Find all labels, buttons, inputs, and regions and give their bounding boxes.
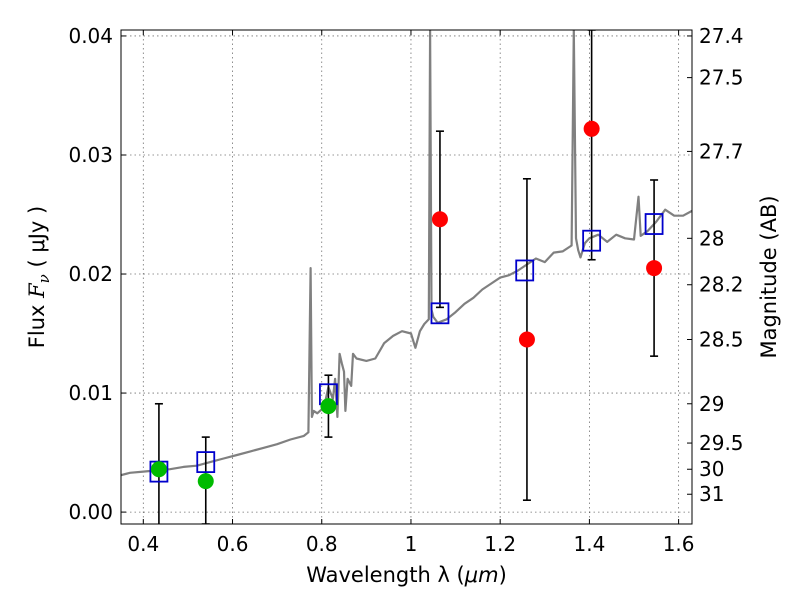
x-tick-label: 0.4 (127, 532, 159, 556)
model-point-square (196, 451, 216, 474)
observed-point-red (431, 211, 448, 228)
grid (121, 30, 692, 524)
observed-point-green (197, 473, 214, 490)
x-tick-label: 0.6 (217, 532, 249, 556)
errorbar-layer (154, 30, 659, 524)
observed-point-green (320, 398, 337, 415)
y2-tick-label: 28.2 (699, 273, 744, 297)
plot-frame (120, 29, 693, 525)
observed-point-red (518, 331, 535, 348)
y2-tick-label: 29.5 (699, 431, 744, 455)
y2-tick-label: 27.5 (699, 66, 744, 90)
observed-point-red (583, 120, 600, 137)
model-point-square (430, 302, 450, 325)
y-tick-label: 0.04 (68, 24, 113, 48)
model-point-square (644, 213, 664, 235)
spectrum-layer (121, 30, 692, 477)
x-tick-label: 0.8 (306, 532, 338, 556)
y-tick-label: 0.02 (68, 262, 113, 286)
y-axis-label: Flux Fν ( μJy ) (25, 206, 53, 348)
model-point-square (515, 259, 535, 282)
y2-tick-label: 30 (699, 457, 724, 481)
x-tick-label: 1 (405, 532, 418, 556)
spectrum-line (121, 30, 692, 477)
y2-tick-label: 29 (699, 392, 724, 416)
x-axis-label: Wavelength λ (μm) (306, 563, 507, 587)
model-point-layer (149, 213, 664, 483)
y2-tick-label: 27.4 (699, 24, 744, 48)
y2-tick-label: 28 (699, 226, 724, 250)
y-tick-label: 0.01 (68, 381, 113, 405)
y2-axis-label: Magnitude (AB) (757, 195, 781, 358)
y2-tick-label: 27.7 (699, 139, 744, 163)
model-point-square (582, 229, 602, 252)
observed-point-layer (150, 120, 663, 490)
observed-point-green (150, 461, 167, 478)
x-tick-label: 1.6 (663, 532, 695, 556)
observed-point-red (646, 260, 663, 277)
tick-layer: 0.4 0.6 0.8 1 1.2 1.4 1.6 0.00 0.01 0.02 0.03 0.04 2… (68, 24, 743, 556)
x-tick-label: 1.4 (573, 532, 605, 556)
x-tick-label: 1.2 (484, 532, 516, 556)
y-tick-label: 0.03 (68, 143, 113, 167)
y-tick-label: 0.00 (68, 500, 113, 524)
y2-tick-label: 28.5 (699, 327, 744, 351)
y2-tick-label: 31 (699, 482, 724, 506)
